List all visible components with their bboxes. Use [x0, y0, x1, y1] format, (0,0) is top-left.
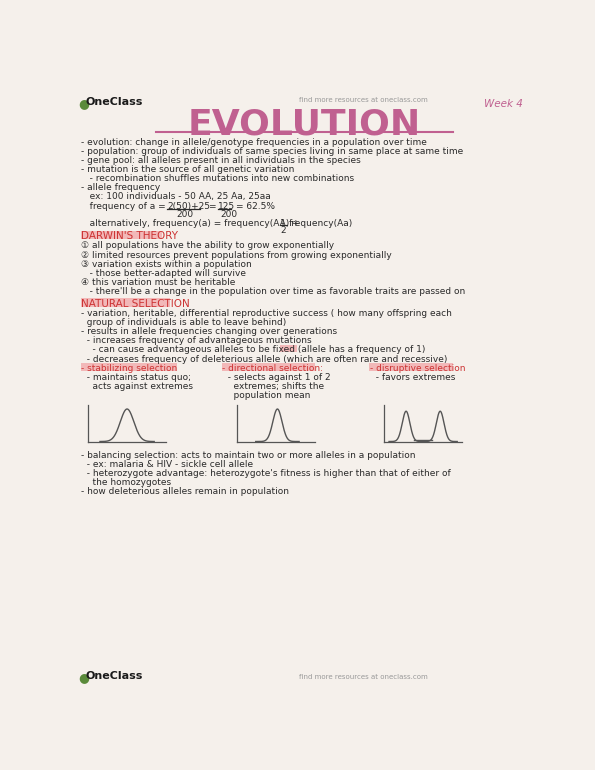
Text: find more resources at oneclass.com: find more resources at oneclass.com: [299, 674, 428, 680]
Text: - gene pool: all alleles present in all individuals in the species: - gene pool: all alleles present in all …: [80, 156, 361, 165]
Text: population mean: population mean: [223, 391, 311, 400]
Text: - evolution: change in allele/genotype frequencies in a population over time: - evolution: change in allele/genotype f…: [80, 138, 427, 147]
Text: - disruptive selection: - disruptive selection: [369, 363, 465, 373]
Text: - results in allele frequencies changing over generations: - results in allele frequencies changing…: [80, 327, 337, 336]
Text: ④ this variation must be heritable: ④ this variation must be heritable: [80, 278, 235, 286]
Text: = 62.5%: = 62.5%: [236, 203, 274, 211]
Text: - allele frequency: - allele frequency: [80, 183, 160, 192]
Text: - directional selection:: - directional selection:: [223, 363, 324, 373]
Text: =: =: [208, 203, 215, 211]
Text: alternatively, frequency(a) = frequency(AA) +: alternatively, frequency(a) = frequency(…: [80, 219, 299, 228]
Text: - stabilizing selection: - stabilizing selection: [82, 363, 177, 373]
Text: frequency(Aa): frequency(Aa): [288, 219, 352, 228]
Text: - those better-adapted will survive: - those better-adapted will survive: [80, 269, 246, 278]
Text: - mutation is the source of all genetic variation: - mutation is the source of all genetic …: [80, 165, 294, 174]
Text: extremes; shifts the: extremes; shifts the: [223, 382, 324, 390]
Text: OneClass: OneClass: [85, 97, 143, 107]
Text: ex: 100 individuals - 50 AA, 25 Aa, 25aa: ex: 100 individuals - 50 AA, 25 Aa, 25aa: [80, 192, 270, 201]
Bar: [80, 298, 170, 306]
Text: 200: 200: [176, 210, 193, 219]
Text: 200: 200: [220, 210, 237, 219]
Text: the homozygotes: the homozygotes: [80, 478, 171, 487]
Bar: [221, 363, 315, 371]
Text: - variation, heritable, differential reproductive success ( how many offspring e: - variation, heritable, differential rep…: [80, 309, 452, 318]
Text: - how deleterious alleles remain in population: - how deleterious alleles remain in popu…: [80, 487, 289, 496]
Text: - selects against 1 of 2: - selects against 1 of 2: [223, 373, 331, 382]
Text: 1: 1: [280, 219, 286, 228]
Text: acts against extremes: acts against extremes: [82, 382, 193, 390]
Bar: [280, 345, 297, 353]
Text: find more resources at oneclass.com: find more resources at oneclass.com: [299, 97, 428, 103]
Text: - increases frequency of advantageous mutations: - increases frequency of advantageous mu…: [80, 336, 311, 345]
Text: - favors extremes: - favors extremes: [369, 373, 455, 382]
Text: ① all populations have the ability to grow exponentially: ① all populations have the ability to gr…: [80, 242, 334, 250]
Text: 125: 125: [218, 203, 235, 211]
Text: - can cause advantageous alleles to be fixed (allele has a frequency of 1): - can cause advantageous alleles to be f…: [80, 346, 425, 354]
Text: DARWIN'S THEORY: DARWIN'S THEORY: [82, 232, 178, 242]
Text: - recombination shuffles mutations into new combinations: - recombination shuffles mutations into …: [80, 174, 353, 183]
Bar: [80, 231, 162, 239]
Text: - ex: malaria & HIV - sickle cell allele: - ex: malaria & HIV - sickle cell allele: [80, 460, 253, 469]
Text: EVOLUTION: EVOLUTION: [188, 108, 421, 142]
Text: Week 4: Week 4: [484, 99, 522, 109]
Text: - maintains status quo;: - maintains status quo;: [82, 373, 192, 382]
Text: ② limited resources prevent populations from growing exponentially: ② limited resources prevent populations …: [80, 250, 392, 259]
Text: frequency of a =: frequency of a =: [80, 203, 165, 211]
Text: - there'll be a change in the population over time as favorable traits are passe: - there'll be a change in the population…: [80, 287, 465, 296]
Text: - decreases frequency of deleterious allele (which are often rare and recessive): - decreases frequency of deleterious all…: [80, 354, 447, 363]
Bar: [369, 363, 453, 371]
Text: - balancing selection: acts to maintain two or more alleles in a population: - balancing selection: acts to maintain …: [80, 450, 415, 460]
Text: - population: group of individuals of same species living in same place at same : - population: group of individuals of sa…: [80, 147, 463, 156]
Text: ③ variation exists within a population: ③ variation exists within a population: [80, 259, 251, 269]
Text: OneClass: OneClass: [85, 671, 143, 681]
Text: 2(50)+25: 2(50)+25: [167, 203, 211, 211]
Text: - heterozygote advantage: heterozygote's fitness is higher than that of either o: - heterozygote advantage: heterozygote's…: [80, 469, 450, 478]
Text: ●: ●: [79, 671, 89, 685]
Text: 2: 2: [280, 226, 286, 235]
Text: group of individuals is able to leave behind): group of individuals is able to leave be…: [80, 318, 286, 327]
Bar: [80, 363, 177, 371]
Text: ●: ●: [79, 97, 89, 110]
Text: NATURAL SELECTION: NATURAL SELECTION: [82, 299, 190, 309]
